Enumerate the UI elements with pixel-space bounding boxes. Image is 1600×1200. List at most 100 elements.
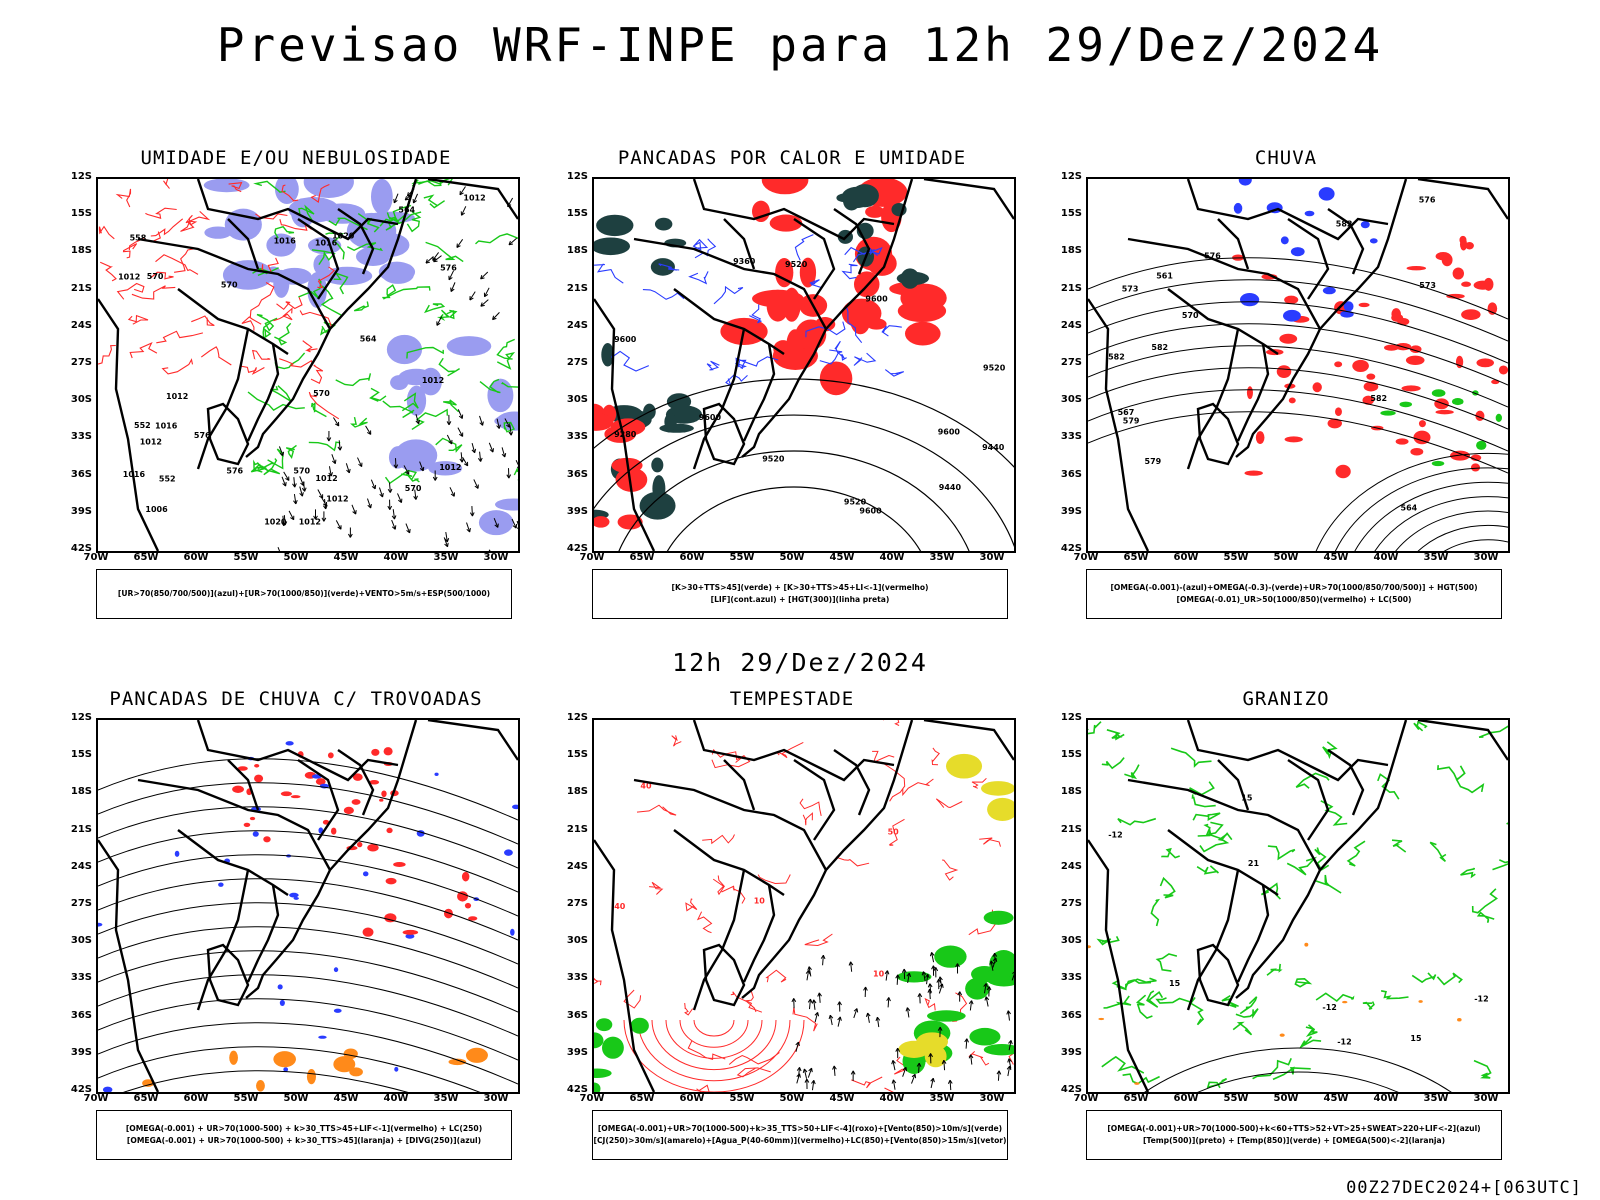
temp850-contour [1429, 841, 1447, 863]
storm-area [402, 929, 419, 935]
wind-vector-head [837, 1001, 842, 1006]
longitude-tick-label: 60W [679, 552, 705, 563]
humidity-1000-850-contour [382, 284, 397, 299]
wind-vector [403, 465, 410, 475]
wind850-area [934, 945, 967, 968]
legend-box: [OMEGA(-0.001)+UR>70(1000-500)+k<60+TTS>… [1086, 1110, 1502, 1160]
thickness-contour [163, 179, 170, 189]
wind-vector-head [832, 1065, 837, 1070]
map-panel-pancadas-trovoadas: PANCADAS DE CHUVA C/ TROVOADAS 12S 15S 18S 2… [66, 688, 526, 1198]
longitude-tick-label: 35W [929, 1093, 955, 1104]
wind-vector-head [938, 976, 943, 981]
humidity-1000-850-contour [385, 211, 422, 231]
hgt-label: 9280 [614, 430, 637, 439]
wind-vector-head [419, 466, 425, 472]
border-line [1287, 218, 1330, 300]
temp850-contour [1362, 1001, 1375, 1010]
lc250-streamline [98, 926, 518, 989]
temp850-contour [1155, 953, 1178, 972]
wind-vector [818, 992, 821, 1003]
lc850-streamline [637, 1019, 791, 1082]
hgt-label: 9440 [982, 443, 1005, 452]
longitude-tick-label: 60W [1173, 1093, 1199, 1104]
humidity-1000-850-contour [425, 241, 464, 263]
storm-area [237, 766, 248, 771]
latitude-tick-label: 12S [70, 712, 92, 723]
wind-vector-head [444, 542, 449, 548]
humidity-1000-850-contour [479, 378, 501, 394]
convection-k-tts-area [664, 413, 677, 431]
divergence-area [102, 1086, 113, 1092]
hgt300-contour [594, 378, 1014, 468]
lc250-streamline [98, 878, 518, 941]
wind-vector [803, 1068, 808, 1079]
wind-vector [511, 518, 517, 529]
humidity-1000-850-contour [274, 322, 292, 346]
storm-area [254, 774, 264, 783]
storm-k-tts-area [306, 1068, 317, 1085]
wind-vector [293, 493, 297, 504]
wind-vector [918, 1063, 920, 1074]
wind-vector-head [506, 474, 512, 479]
latitude-tick-label: 18S [1060, 786, 1082, 798]
wind-vector-head [292, 483, 297, 488]
wind-vector [1011, 973, 1014, 981]
omega500-area [1279, 1033, 1285, 1037]
divergence-area [362, 871, 369, 877]
temp-label: -12 [1337, 1037, 1351, 1046]
wind-vector [459, 186, 466, 196]
humidity-850-700-500-area [355, 247, 391, 266]
wind-vector-head [795, 1041, 800, 1047]
humidity-1000-850-contour [298, 204, 315, 222]
temp850-contour [1199, 833, 1230, 853]
thickness-contour [185, 210, 211, 225]
humidity-1000-850-contour [382, 400, 415, 419]
humidity-850-700-500-area [370, 179, 393, 215]
wind-vector-head [968, 1000, 974, 1005]
precip-omega-area [1465, 242, 1474, 250]
latitude-tick-label: 33S [566, 972, 588, 984]
wind-vector-head [337, 446, 343, 451]
wind-vector-head [1006, 1065, 1012, 1071]
wind-vector-head [346, 468, 351, 474]
border-line [793, 218, 836, 300]
longitude-tick-label: 35W [1423, 1093, 1449, 1104]
omega-001-area [1322, 286, 1336, 295]
longitude-tick-label: 30W [483, 552, 509, 563]
humidity-1000-850-contour [438, 357, 460, 377]
latitude-tick-label: 27S [70, 357, 92, 368]
longitude-tick-label: 65W [629, 1093, 655, 1104]
temp500-contour [1144, 1047, 1452, 1092]
lc250-streamline [123, 1070, 409, 1092]
border-line [833, 749, 871, 816]
wind-vector-head [446, 421, 452, 426]
precip-omega-area [1452, 267, 1464, 280]
humidity-upper-area [390, 375, 409, 391]
humidity-upper-area [406, 385, 427, 416]
legend-box: [K>30+TTS>45](verde) + [K>30+TTS>45+LI<-… [592, 569, 1008, 619]
convection-k-tts-area [896, 271, 930, 286]
wind-vector-head [925, 973, 930, 979]
hgt-label: 573 [1419, 281, 1436, 290]
divergence-area [289, 892, 299, 898]
humidity-upper-area [446, 336, 492, 356]
border-line [1186, 328, 1240, 470]
wind850-area [595, 1018, 613, 1032]
omega-001-area [1280, 236, 1289, 245]
convection-li-area [897, 299, 947, 323]
wind-vector [335, 520, 342, 530]
thickness-contour [174, 248, 194, 273]
wind-vector-head [848, 961, 854, 966]
latitude-tick-label: 21S [70, 282, 92, 294]
lif-contour [713, 285, 744, 305]
divergence-area [512, 804, 518, 810]
wind-vector [930, 1078, 934, 1089]
convection-k-tts-area [659, 423, 694, 433]
wind-vector [887, 997, 890, 1008]
humidity-1000-850-contour [250, 462, 267, 473]
storm-k-tts-area [448, 1058, 467, 1066]
thickness-contour [145, 207, 177, 219]
temp850-contour [1411, 972, 1437, 984]
border-line [337, 749, 375, 816]
precipitable-water-contour [712, 875, 725, 896]
